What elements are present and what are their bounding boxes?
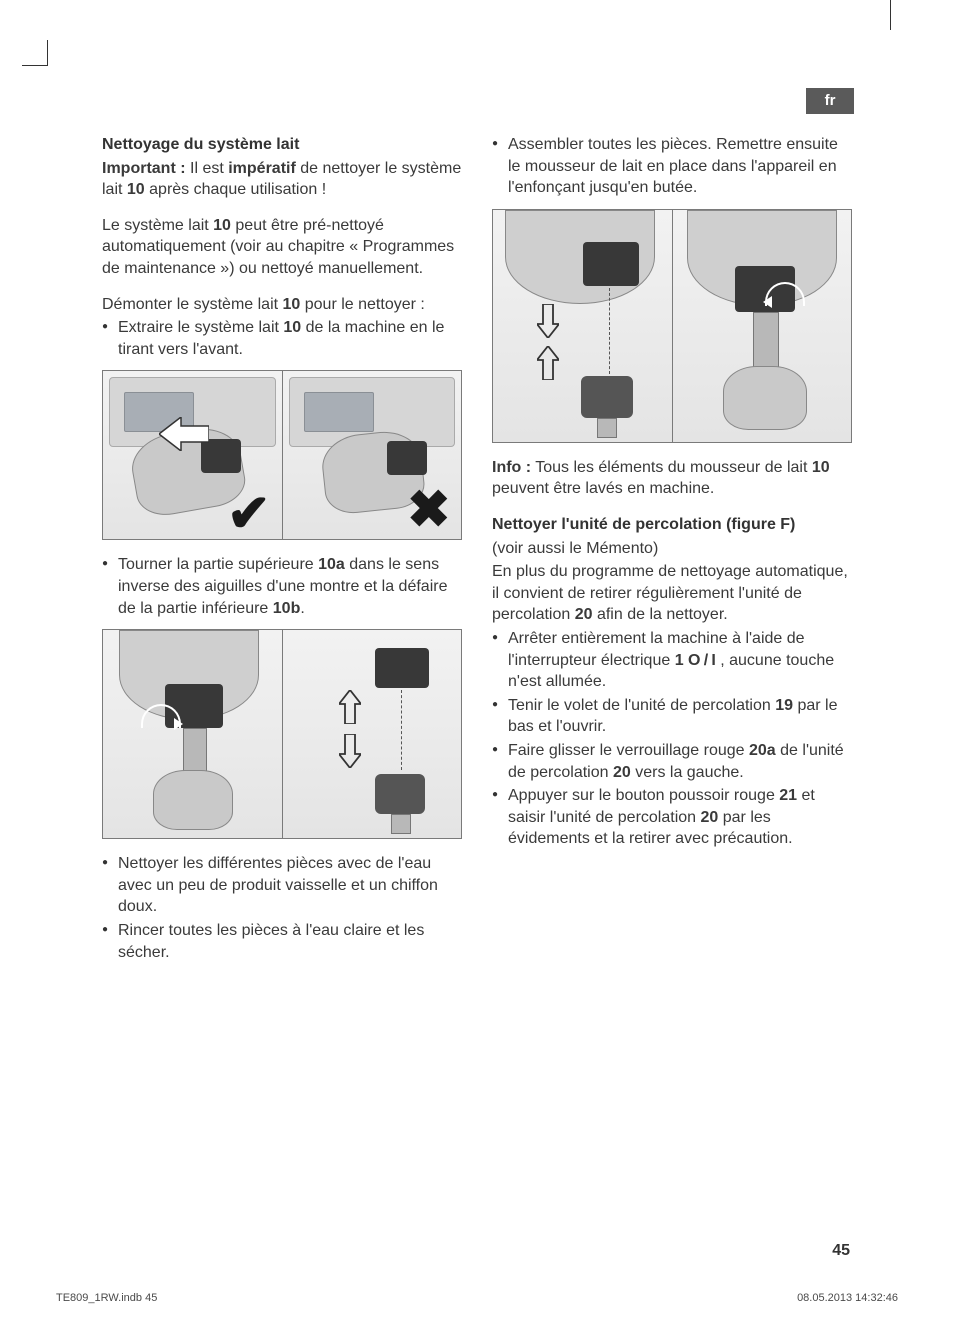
text: Tenir le volet de l'unité de percolation [508, 697, 775, 714]
nozzle-icon [387, 441, 427, 475]
text: après chaque utilisation ! [145, 181, 326, 198]
nozzle-bottom-icon [581, 376, 633, 418]
list-item: Arrêter entièrement la machine à l'aide … [492, 628, 852, 693]
text: pour le nettoyer : [300, 296, 425, 313]
figure-disassemble [102, 629, 462, 839]
text: Faire glisser le verrouillage rouge [508, 742, 749, 759]
paragraph-subnote: (voir aussi le Mémento) [492, 538, 852, 560]
list-item: Nettoyer les différentes pièces avec de … [102, 853, 462, 918]
text: Extraire le système lait [118, 319, 283, 336]
ref-10: 10 [213, 217, 231, 234]
right-column: Assembler toutes les pièces. Remettre en… [492, 134, 852, 973]
figure-panel-separate [282, 630, 461, 838]
stem-icon [391, 814, 411, 834]
paragraph-important: Important : Il est impératif de nettoyer… [102, 158, 462, 201]
crop-mark-icon [22, 40, 48, 66]
hand-icon [153, 770, 233, 830]
label-important: Important : [102, 160, 186, 177]
pull-arrow-icon [159, 417, 209, 451]
screen-icon [304, 392, 374, 432]
footer: TE809_1RW.indb 45 08.05.2013 14:32:46 [56, 1292, 898, 1304]
section-heading: Nettoyer l'unité de percolation (figure … [492, 514, 852, 536]
paragraph: Le système lait 10 peut être pré-nettoyé… [102, 215, 462, 280]
cross-icon: ✖ [407, 475, 451, 545]
bullet-list: Nettoyer les différentes pièces avec de … [102, 853, 462, 963]
up-arrow-icon [537, 346, 559, 387]
ref-10: 10 [283, 296, 301, 313]
bullet-list: Assembler toutes les pièces. Remettre en… [492, 134, 852, 199]
bullet-list: Arrêter entièrement la machine à l'aide … [492, 628, 852, 850]
text: Tous les éléments du mousseur de lait [531, 459, 812, 476]
text: peuvent être lavés en machine. [492, 480, 714, 497]
ref-20: 20 [701, 809, 719, 826]
text: Il est [186, 160, 229, 177]
nozzle-bottom-icon [375, 774, 425, 814]
ref-10b: 10b [273, 600, 301, 617]
text: Tourner la partie supérieure [118, 556, 318, 573]
hand-icon [723, 366, 807, 430]
ref-10: 10 [283, 319, 301, 336]
ref-20: 20 [575, 606, 593, 623]
page-number: 45 [832, 1242, 850, 1260]
list-item: Tourner la partie supérieure 10a dans le… [102, 554, 462, 619]
ref-10: 10 [127, 181, 145, 198]
text: Démonter le système lait [102, 296, 283, 313]
list-item: Faire glisser le verrouillage rouge 20a … [492, 740, 852, 783]
figure-reassemble [492, 209, 852, 443]
crop-mark-icon [890, 0, 891, 30]
footer-timestamp: 08.05.2013 14:32:46 [797, 1292, 898, 1304]
text: Le système lait [102, 217, 213, 234]
list-item: Tenir le volet de l'unité de percolation… [492, 695, 852, 738]
ref-20a: 20a [749, 742, 776, 759]
down-arrow-icon [537, 304, 559, 345]
nozzle-top-icon [583, 242, 639, 286]
list-item: Rincer toutes les pièces à l'eau claire … [102, 920, 462, 963]
ref-10a: 10a [318, 556, 345, 573]
list-item: Assembler toutes les pièces. Remettre en… [492, 134, 852, 199]
text: Appuyer sur le bouton poussoir rouge [508, 787, 779, 804]
ref-21: 21 [779, 787, 797, 804]
ref-1: 1 O / I [675, 652, 716, 669]
ref-19: 19 [775, 697, 793, 714]
dashed-line-icon [401, 690, 402, 770]
figure-panel-rotate [103, 630, 282, 838]
bullet-list: Tourner la partie supérieure 10a dans le… [102, 554, 462, 619]
label-imperative: impératif [228, 160, 296, 177]
up-arrow-icon [339, 690, 361, 731]
figure-panel-lock [672, 210, 851, 442]
dashed-line-icon [609, 288, 610, 374]
figure-panel-wrong: ✖ [282, 371, 461, 539]
down-arrow-icon [339, 734, 361, 775]
content-body: Nettoyage du système lait Important : Il… [102, 134, 854, 973]
language-tab: fr [806, 88, 854, 114]
text: afin de la nettoyer. [593, 606, 728, 623]
section-heading: Nettoyage du système lait [102, 134, 462, 156]
paragraph-info: Info : Tous les éléments du mousseur de … [492, 457, 852, 500]
figure-extract-milk-system: ✔ ✖ [102, 370, 462, 540]
nozzle-top-icon [375, 648, 429, 688]
ref-10: 10 [812, 459, 830, 476]
bullet-list: Extraire le système lait 10 de la machin… [102, 317, 462, 360]
figure-panel-insert [493, 210, 672, 442]
text: vers la gauche. [631, 764, 744, 781]
text: . [300, 600, 304, 617]
page: fr Nettoyage du système lait Important :… [0, 0, 954, 1318]
paragraph: Démonter le système lait 10 pour le nett… [102, 294, 462, 316]
paragraph: En plus du programme de nettoyage automa… [492, 561, 852, 626]
label-info: Info : [492, 459, 531, 476]
list-item: Appuyer sur le bouton poussoir rouge 21 … [492, 785, 852, 850]
list-item: Extraire le système lait 10 de la machin… [102, 317, 462, 360]
footer-filename: TE809_1RW.indb 45 [56, 1292, 157, 1304]
figure-panel-correct: ✔ [103, 371, 282, 539]
check-icon: ✔ [227, 479, 271, 549]
stem-icon [597, 418, 617, 438]
ref-20: 20 [613, 764, 631, 781]
left-column: Nettoyage du système lait Important : Il… [102, 134, 462, 973]
